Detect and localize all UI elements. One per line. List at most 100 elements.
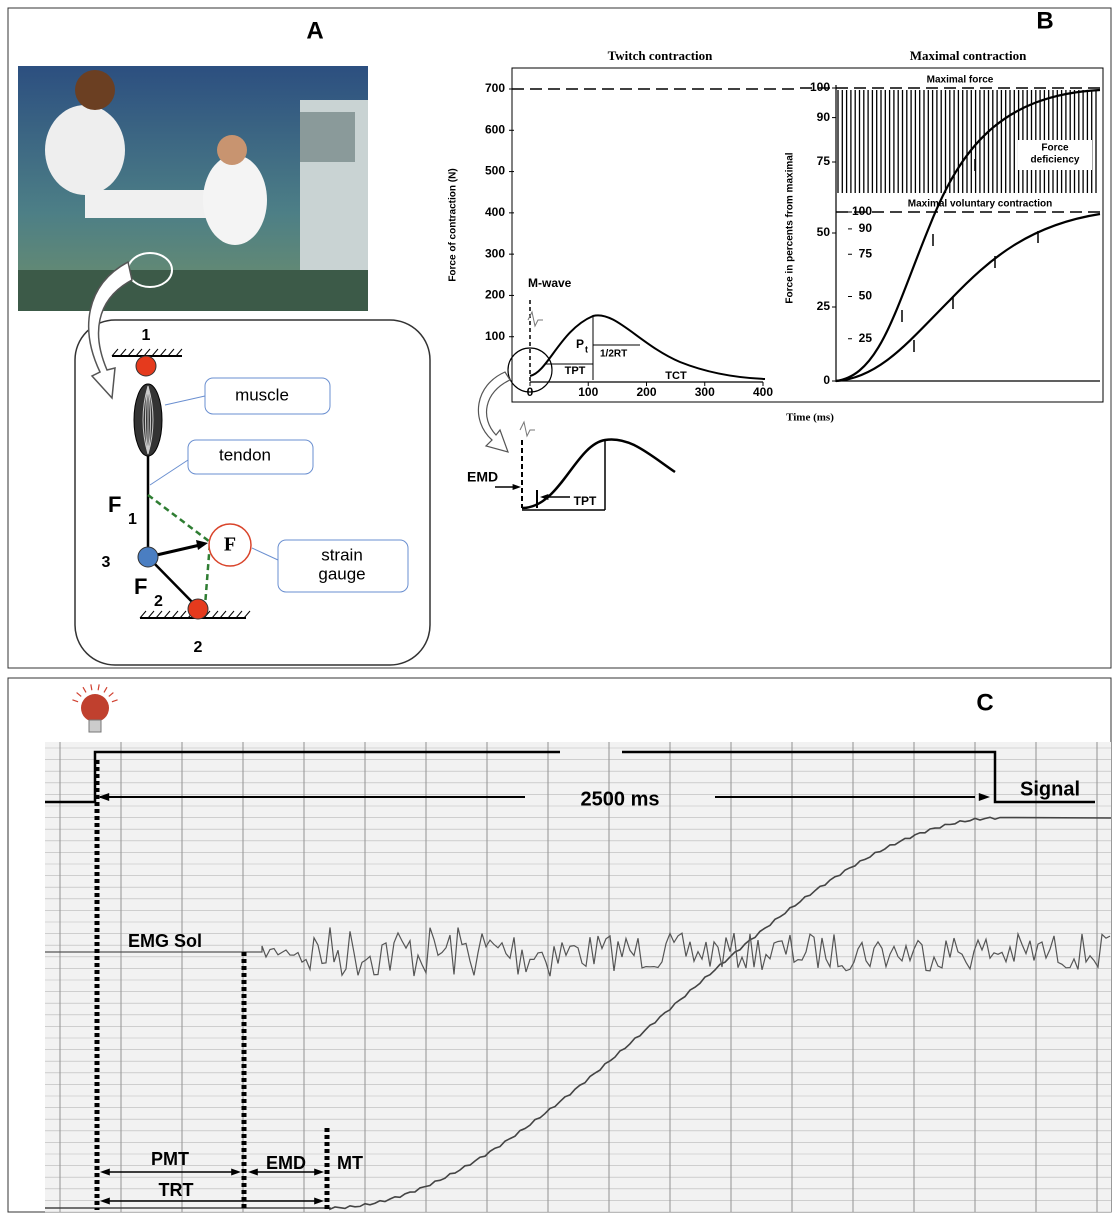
- emd-arrowhead: [248, 1168, 258, 1176]
- force-symbol: F: [134, 574, 147, 599]
- pt-subscript: t: [585, 344, 588, 354]
- node-label: 3: [102, 554, 111, 571]
- hatch: [147, 610, 155, 619]
- callout-box: [277, 539, 409, 593]
- callout-box: [187, 439, 314, 475]
- inner-tick-label: 25: [859, 331, 873, 345]
- photo-leg: [85, 190, 225, 218]
- hatch: [155, 610, 163, 619]
- panel-label: C: [976, 689, 993, 716]
- y-axis-label: Force in percents from maximal: [785, 152, 796, 303]
- maximal-curve: [835, 88, 1101, 383]
- m-wave: [527, 310, 543, 328]
- hatch: [179, 610, 187, 619]
- hatch: [235, 610, 243, 619]
- callout-strain-gauge: strain: [321, 545, 363, 564]
- bulb-ray: [72, 699, 79, 703]
- emg-trace: [45, 927, 1111, 977]
- duration-arrowhead: [98, 793, 110, 801]
- photo-subject: [45, 105, 125, 195]
- hatch: [111, 348, 119, 357]
- inset-emd-arrowhead: [512, 484, 521, 490]
- zoom-circle: [507, 347, 553, 393]
- diagram-box: [74, 319, 431, 666]
- callout-leader: [164, 395, 206, 406]
- inner-tick-label: 50: [859, 289, 873, 303]
- muscle-fiber: [145, 385, 149, 455]
- bulb-ray: [90, 684, 93, 691]
- force-trace: [45, 816, 1112, 1211]
- photo-head: [75, 70, 115, 110]
- voluntary-curve: [835, 212, 1101, 383]
- node-3: [137, 546, 159, 568]
- force-deficiency: deficiency: [1031, 155, 1080, 166]
- duration-arrowhead: [978, 793, 990, 801]
- hatch: [139, 610, 147, 619]
- y-tick-label: 75: [817, 154, 831, 168]
- hatch: [227, 610, 235, 619]
- emd-arrowhead: [314, 1168, 324, 1176]
- half-rt-label: 1/2RT: [600, 349, 627, 360]
- force-subscript: 1: [128, 511, 137, 528]
- node-2: [187, 598, 209, 620]
- panel-ab-frame: [7, 7, 1112, 669]
- y-tick-label: 500: [485, 164, 505, 178]
- signal-label: Signal: [1020, 778, 1080, 800]
- callout-tendon: tendon: [219, 445, 271, 464]
- duration-label: 2500 ms: [581, 788, 660, 810]
- y-tick-label: 0: [823, 373, 830, 387]
- muscle-fiber: [142, 385, 149, 455]
- y-tick-label: 300: [485, 246, 505, 260]
- panel-b-plot-frame: [511, 67, 1104, 403]
- m-wave-label: M-wave: [528, 276, 572, 290]
- mvc-label: Maximal voluntary contraction: [908, 199, 1052, 210]
- y-tick-label: 400: [485, 205, 505, 219]
- hatch: [163, 610, 171, 619]
- bulb: [81, 694, 109, 722]
- bulb-ray: [76, 692, 82, 697]
- callout-muscle: muscle: [235, 385, 289, 404]
- inset-tpt-label: TPT: [574, 494, 597, 508]
- callout-leader: [251, 547, 279, 561]
- y-tick-label: 100: [485, 329, 505, 343]
- photo-operator-head: [217, 135, 247, 165]
- trt-label: TRT: [159, 1180, 194, 1200]
- hatch: [151, 348, 159, 357]
- inset-m-wave: [519, 420, 535, 438]
- mt-label: MT: [337, 1153, 363, 1173]
- gauge-symbol: F: [224, 534, 236, 556]
- hatch: [219, 610, 227, 619]
- force-subscript: 2: [154, 593, 163, 610]
- node-1: [135, 355, 157, 377]
- y-axis-label: Force of contraction (N): [448, 168, 459, 281]
- inner-tick-label: 100: [852, 204, 872, 218]
- force-deficiency: Force: [1041, 143, 1069, 154]
- panel-label: A: [306, 17, 323, 44]
- y-tick-label: 50: [817, 225, 831, 239]
- gauge-circle: [208, 523, 252, 567]
- hatch: [159, 348, 167, 357]
- bulb-ray: [82, 686, 87, 693]
- pmt-arrowhead: [231, 1168, 241, 1176]
- callout-strain-gauge: gauge: [318, 564, 365, 583]
- hatch: [175, 348, 183, 357]
- muscle-fiber: [147, 385, 154, 455]
- photo-operator: [203, 155, 267, 245]
- maximal-title: Maximal contraction: [910, 48, 1027, 63]
- x-tick-label: 200: [636, 385, 656, 399]
- callout-leader: [149, 459, 189, 486]
- trt-arrowhead: [314, 1197, 324, 1205]
- pt-symbol: P: [576, 337, 584, 351]
- y-tick-label: 25: [817, 299, 831, 313]
- tpt-label: TPT: [565, 365, 586, 377]
- twitch-title: Twitch contraction: [608, 48, 714, 63]
- pmt-arrowhead: [100, 1168, 110, 1176]
- x-tick-label: 300: [695, 385, 715, 399]
- hatch: [243, 610, 251, 619]
- hatch: [171, 610, 179, 619]
- tct-label: TCT: [665, 370, 687, 382]
- emg-label: EMG Sol: [128, 931, 202, 951]
- hatch: [203, 610, 211, 619]
- force-symbol: F: [108, 492, 121, 517]
- twitch-curve: [529, 314, 766, 380]
